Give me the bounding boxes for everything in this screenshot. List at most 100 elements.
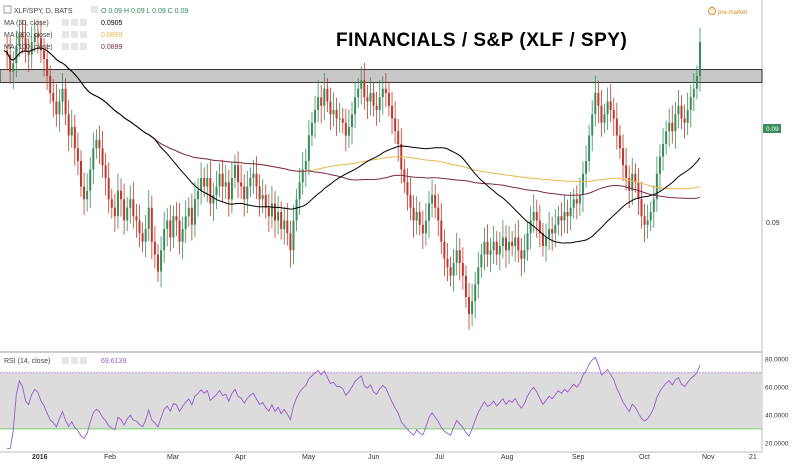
indicator-button-icon[interactable] [80,19,87,26]
candle-body [538,220,541,234]
candle-body [310,122,313,136]
candle-body [156,254,159,272]
candle-body [578,195,581,204]
time-axis-label: Jul [435,454,444,461]
indicator-button-icon[interactable] [80,43,87,50]
candle-body [104,165,107,178]
candle-body [680,105,683,119]
premarket-label: pre-market [718,10,747,16]
last-price-text: 0.09 [766,126,779,133]
candle-body [409,195,412,208]
candle-body [267,207,270,217]
candle-body [197,190,200,200]
candle-body [160,250,163,272]
indicator-button-icon[interactable] [71,31,78,38]
collapse-icon[interactable] [3,5,12,14]
candle-body [665,131,668,144]
resistance-band [0,69,763,83]
indicator-button-icon[interactable] [62,19,69,26]
rsi-close-icon[interactable] [80,357,87,364]
candle-body [298,182,301,200]
candle-body [138,220,141,234]
candle-body [212,195,215,204]
time-axis-label: Nov [702,454,715,461]
candle-body [495,241,498,255]
candle-body [560,216,563,221]
indicator-button-icon[interactable] [71,43,78,50]
rsi-label[interactable]: RSI (14, close) [4,358,50,365]
candle-body [504,237,507,251]
candle-body [461,263,464,276]
candle-body [295,199,298,221]
time-axis-label: Jun [368,454,379,461]
rsi-settings-icon[interactable] [62,357,69,364]
candle-body [252,173,255,178]
candle-body [603,114,606,123]
candle-body [468,297,471,314]
candle-body [258,186,261,200]
candle-body [443,241,446,259]
candle-body [261,195,264,200]
candle-body [172,216,175,238]
candle-body [535,212,538,221]
candle-body [181,229,184,242]
candle-body [95,139,98,149]
candle-body [418,212,421,225]
candle-body [387,93,390,106]
symbol-label[interactable]: XLF/SPY, D, BATS [14,8,73,15]
candle-body [193,199,196,225]
rsi-value: 69.6139 [101,358,126,365]
rsi-band [0,372,762,429]
rsi-pane[interactable]: RSI (14, close) 69.6139 80.0000 60.0000 40… [0,356,789,450]
indicator-button-icon[interactable] [71,19,78,26]
main-pane[interactable] [0,0,762,352]
candle-body [486,241,489,255]
rsi-visibility-icon[interactable] [71,357,78,364]
candle-body [585,161,588,174]
candle-body [563,212,566,221]
indicator-button-icon[interactable] [62,43,69,50]
candle-body [366,97,369,102]
candle-body [631,173,634,191]
candle-body [606,101,609,115]
candle-body [135,216,138,221]
indicator-button-icon[interactable] [62,31,69,38]
candle-body [301,169,304,183]
indicator-label[interactable]: MA (50, close) [4,20,49,27]
candle-body [545,237,548,246]
candle-body [384,88,387,93]
candle-body [437,207,440,221]
candle-body [646,220,649,225]
candle-body [15,46,18,64]
candle-body [9,54,12,72]
legend: XLF/SPY, D, BATS O 0.09 H 0.09 L 0.09 C … [3,5,188,15]
candle-body [686,110,689,123]
candle-body [49,76,52,93]
candle-body [369,93,372,102]
time-axis[interactable]: 2016 Feb Mar Apr May Jun Jul Aug Sep Oct Nov 21 [32,454,757,461]
candle-body [153,241,156,255]
settings-icon[interactable] [91,6,98,13]
candle-body [529,220,532,234]
candle-body [541,233,544,246]
candle-body [508,241,511,251]
candle-body [351,114,353,127]
premarket-badge[interactable]: pre-market [708,7,748,17]
indicator-button-icon[interactable] [80,31,87,38]
candle-body [21,33,24,38]
indicator-label[interactable]: MA (100, close) [4,44,53,51]
candle-body [224,182,227,187]
price-axis[interactable]: 0.09 0.09 [763,124,781,227]
candle-body [452,263,455,276]
indicator-value: 0.0899 [101,44,123,51]
candle-body [446,258,449,268]
candle-body [532,212,535,221]
candle-body [483,241,486,255]
price-axis-label-mid: 0.09 [766,220,780,227]
indicator-label[interactable]: MA (200, close) [4,32,53,39]
candle-body [609,101,612,110]
rsi-axis: 80.0000 60.0000 40.0000 20.0000 [765,356,789,447]
last-price-tag [763,124,781,133]
candle-body [46,59,49,76]
